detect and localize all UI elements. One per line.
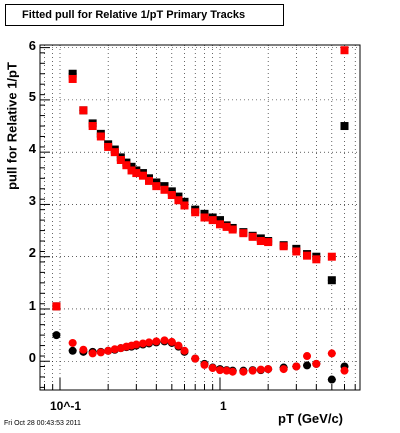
series-1-point-13 [152, 182, 161, 191]
x-tick-label-0: 10^-1 [50, 399, 81, 413]
series-3-point-18 [191, 354, 200, 363]
series-1-point-7 [116, 156, 125, 164]
series-1-point-28 [279, 242, 288, 251]
series-0-point-33 [340, 122, 349, 131]
series-3-point-10 [132, 340, 141, 349]
series-1-point-14 [160, 185, 169, 194]
series-3-point-22 [222, 366, 231, 375]
series-3-point-11 [138, 339, 147, 348]
series-0-point-21 [215, 216, 224, 225]
series-1-point-21 [215, 220, 224, 229]
series-1-point-33 [340, 46, 349, 55]
series-1-point-10 [132, 169, 141, 178]
series-3-point-33 [340, 366, 349, 375]
series-1-point-24 [239, 229, 248, 238]
series-1-point-5 [104, 142, 113, 151]
x-axis-label: pT (GeV/c) [278, 411, 344, 426]
series-1-point-29 [292, 247, 301, 256]
series-0-point-1 [68, 69, 77, 78]
series-1-point-17 [180, 201, 189, 210]
series-1-point-32 [327, 252, 336, 261]
series-0-point-32 [327, 276, 336, 285]
series-3-point-28 [279, 365, 288, 374]
tick-layer [40, 47, 356, 390]
y-tick-label-2: 2 [29, 245, 36, 260]
y-tick-label-0: 0 [29, 350, 36, 365]
series-3-point-3 [88, 349, 97, 358]
series-3-point-21 [215, 366, 224, 375]
marks-layer [52, 46, 349, 384]
series-1-point-9 [127, 166, 136, 175]
series-1-point-1 [68, 74, 77, 83]
x-tick-label-1: 1 [220, 399, 227, 413]
series-1-point-8 [122, 161, 131, 170]
series-3-point-17 [180, 346, 189, 355]
label-layer: 0 1 2 3 4 5 6 10^-1 1 [29, 38, 227, 413]
series-1-point-23 [228, 225, 237, 234]
series-1-point-12 [144, 176, 153, 185]
y-tick-label-3: 3 [29, 193, 36, 208]
series-3-point-20 [208, 364, 217, 373]
series-3-point-19 [200, 360, 209, 369]
plot-frame [39, 44, 361, 391]
series-2-point-32 [327, 375, 336, 384]
series-1-point-16 [174, 196, 183, 205]
series-1-point-20 [208, 216, 217, 225]
series-3-point-23 [228, 367, 237, 376]
series-1-point-27 [264, 238, 273, 247]
series-1-point-25 [248, 232, 257, 241]
series-1-point-4 [96, 132, 105, 141]
series-3-point-24 [239, 367, 248, 376]
series-3-point-4 [96, 348, 105, 357]
y-tick-label-5: 5 [29, 89, 36, 104]
series-1-point-22 [222, 222, 231, 231]
series-3-point-1 [68, 338, 77, 347]
series-3-point-25 [248, 366, 257, 375]
series-1-point-19 [200, 213, 209, 222]
series-3-point-2 [79, 345, 88, 354]
series-3-point-16 [174, 341, 183, 350]
series-3-point-26 [256, 365, 265, 374]
series-1-point-26 [256, 237, 265, 246]
series-2-point-30 [303, 361, 312, 370]
y-axis-label: pull for Relative 1/pT [4, 62, 20, 190]
series-3-point-13 [152, 337, 161, 346]
series-2-point-0 [52, 331, 61, 340]
series-3-point-6 [110, 345, 119, 354]
series-1-point-30 [303, 251, 312, 260]
series-3-point-15 [167, 337, 176, 346]
series-3-point-32 [327, 349, 336, 358]
series-1-point-31 [312, 255, 321, 264]
series-3-point-14 [160, 336, 169, 345]
series-1-point-2 [79, 106, 88, 115]
series-3-point-31 [312, 359, 321, 368]
y-tick-label-1: 1 [29, 298, 36, 313]
series-3-point-5 [104, 346, 113, 355]
series-1-point-6 [110, 148, 119, 157]
series-3-point-0 [52, 302, 61, 311]
series-1-point-15 [167, 191, 176, 200]
series-1-point-11 [138, 171, 147, 180]
y-tick-label-4: 4 [29, 141, 37, 156]
y-tick-label-6: 6 [29, 38, 36, 53]
grid-layer [40, 45, 360, 390]
series-2-point-1 [68, 346, 77, 355]
series-1-point-18 [191, 208, 200, 217]
series-3-point-29 [292, 362, 301, 371]
series-3-point-12 [144, 338, 153, 347]
series-3-point-30 [303, 352, 312, 361]
series-1-point-3 [88, 122, 97, 131]
chart-title: Fitted pull for Relative 1/pT Primary Tr… [5, 4, 284, 26]
timestamp-footer: Fri Oct 28 00:43:53 2011 [4, 420, 81, 427]
series-3-point-27 [264, 365, 273, 374]
